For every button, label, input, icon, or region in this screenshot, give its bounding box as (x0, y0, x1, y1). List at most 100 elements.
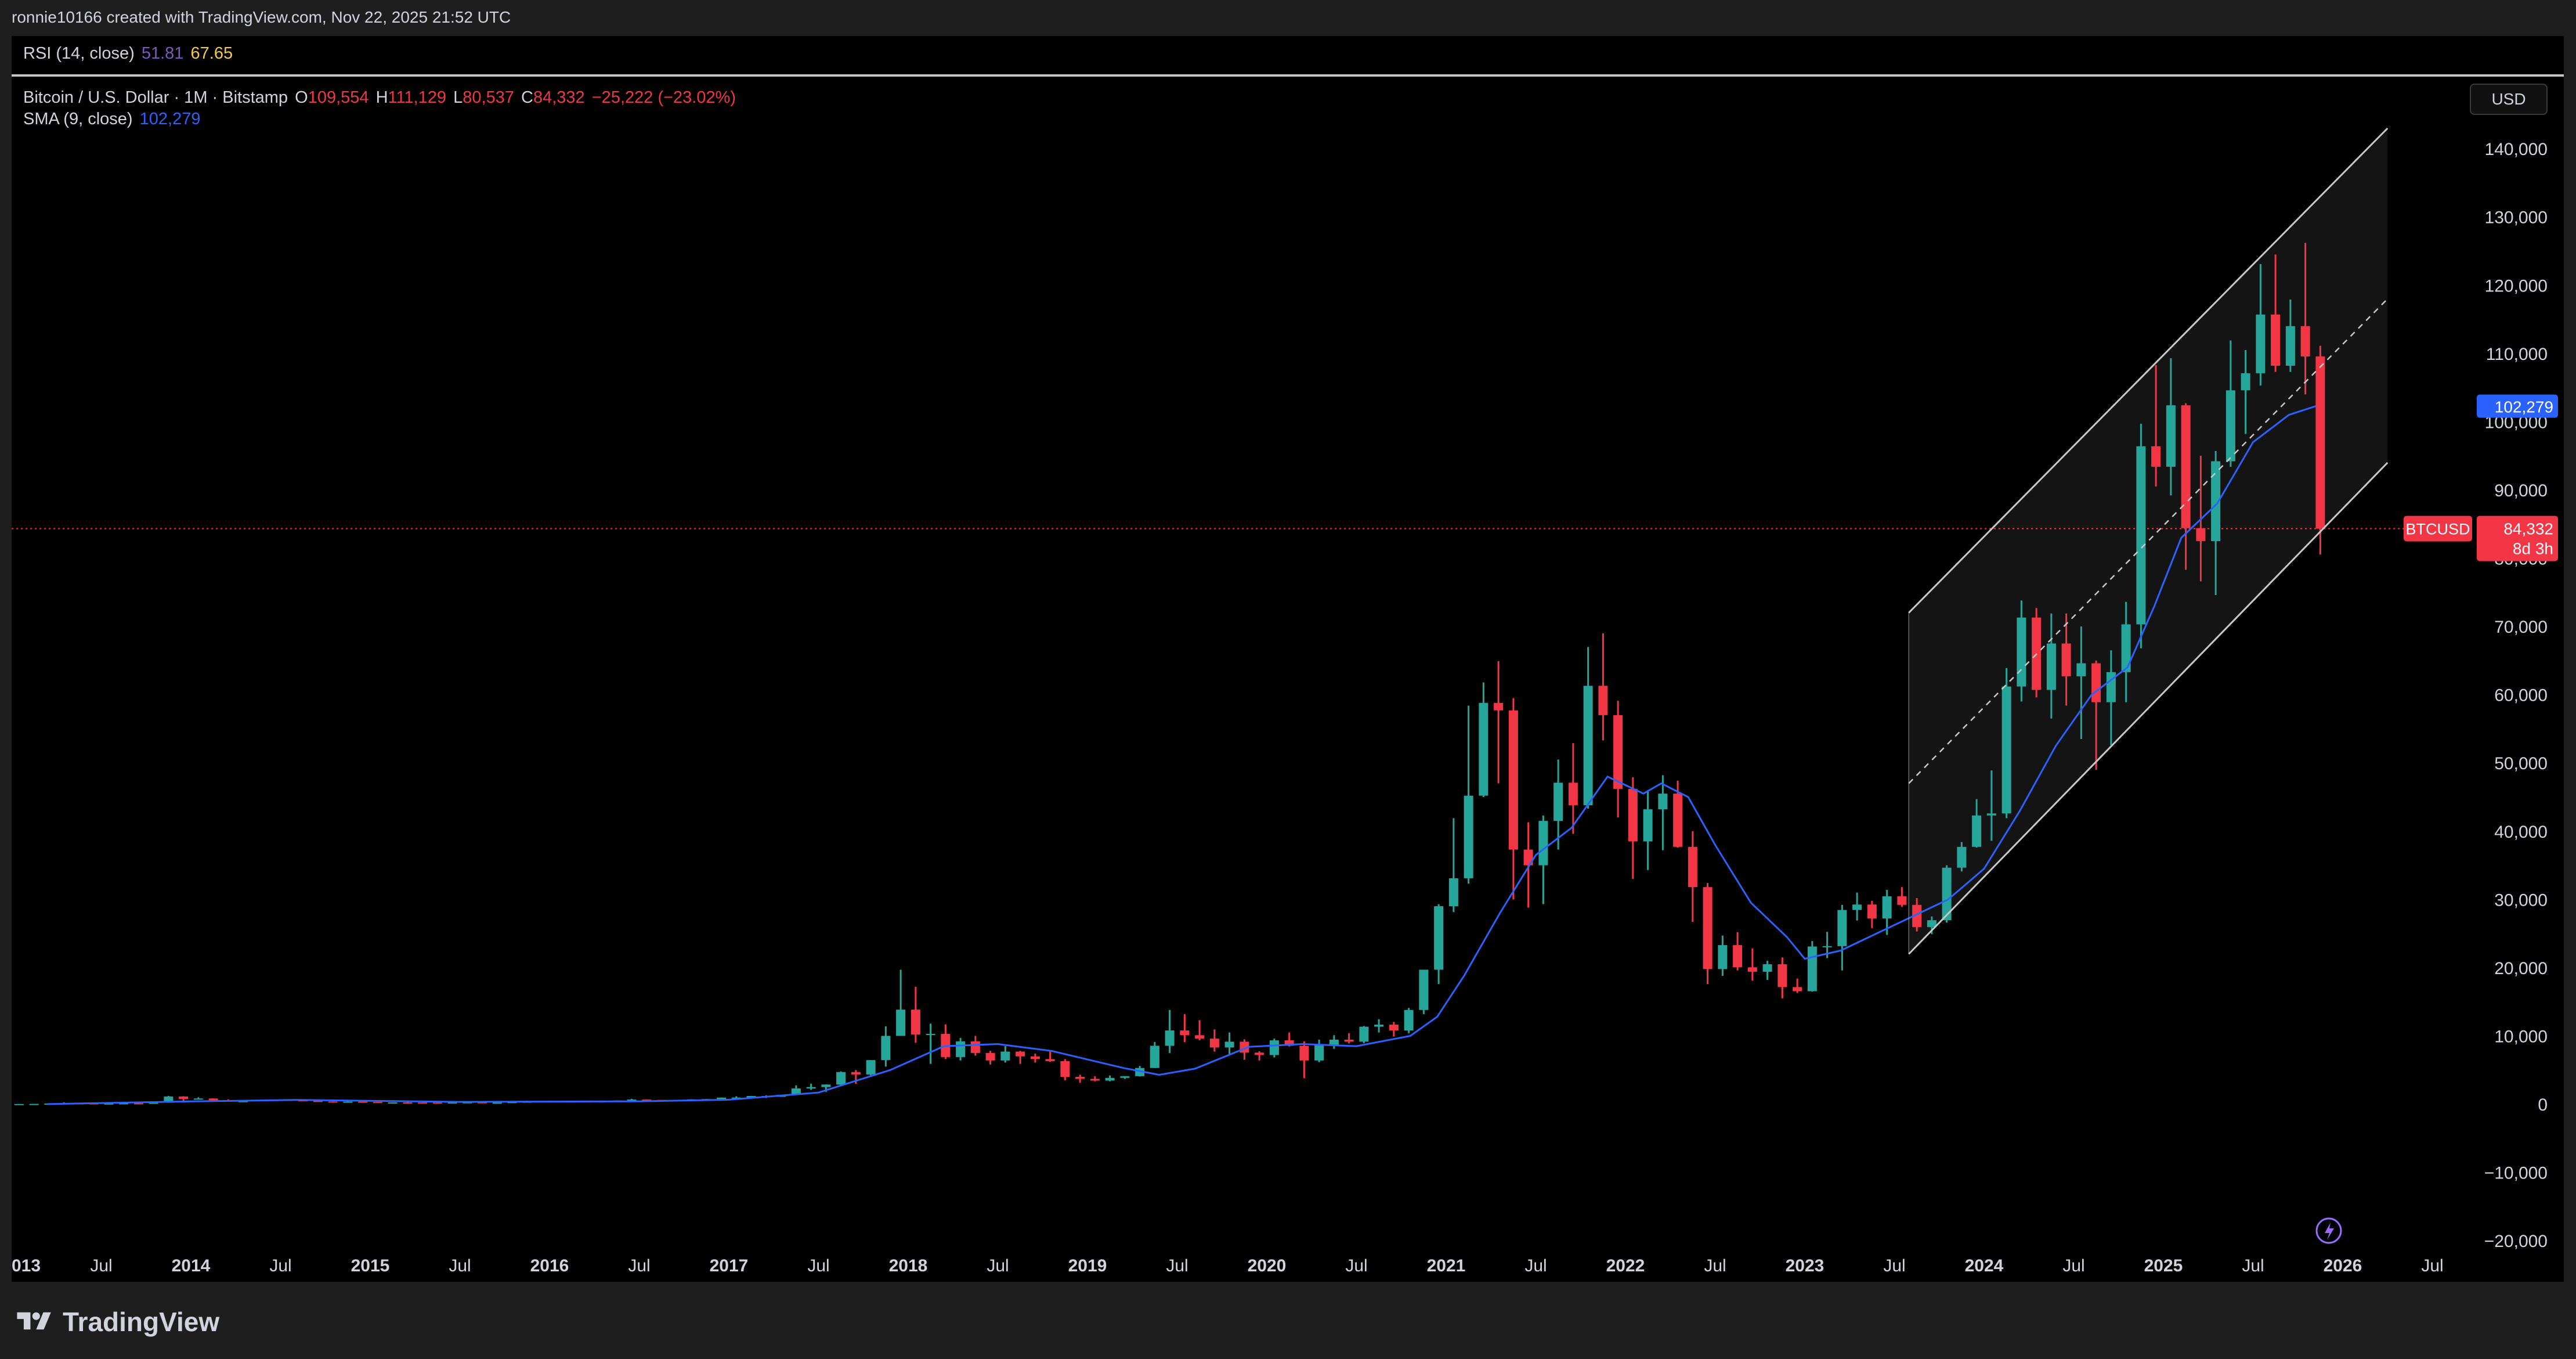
y-tick-label: 40,000 (2494, 823, 2548, 842)
x-tick-label: Jul (2062, 1256, 2084, 1275)
x-tick-label: 2018 (889, 1256, 928, 1275)
candle-body (1060, 1061, 1070, 1077)
x-tick-label: Jul (90, 1256, 112, 1275)
candle-body (2061, 643, 2071, 676)
x-tick-label: Jul (1345, 1256, 1367, 1275)
x-tick-label: Jul (2242, 1256, 2264, 1275)
lightning-bolt-icon (2325, 1223, 2334, 1240)
candle-body (1389, 1025, 1399, 1031)
candle-body (1269, 1040, 1279, 1055)
x-tick-label: 2020 (1248, 1256, 1287, 1275)
candle-body (1613, 715, 1623, 789)
x-tick-label: Jul (807, 1256, 829, 1275)
y-tick-label: 140,000 (2485, 140, 2548, 159)
candle-body (1479, 702, 1488, 796)
footer: TradingView (0, 1282, 2576, 1359)
candle-body (164, 1096, 174, 1103)
candle-body (1882, 896, 1892, 919)
sma-price-tag (2477, 394, 2558, 418)
candle-body (208, 1098, 218, 1101)
rsi-value-2: 67.65 (190, 44, 233, 63)
candle-body (1807, 946, 1817, 992)
candle-body (1090, 1079, 1100, 1081)
candle-body (1793, 987, 1802, 992)
channel-lower-line (1908, 462, 2389, 955)
candle-body (432, 1102, 442, 1104)
candle-body (731, 1097, 741, 1099)
x-tick-label: Jul (269, 1256, 291, 1275)
candle-body (343, 1101, 353, 1103)
x-tick-label: Jul (1704, 1256, 1726, 1275)
candle-body (866, 1060, 876, 1075)
symbol-title: Bitcoin / U.S. Dollar · 1M · Bitstamp (23, 88, 288, 107)
open-label: O (295, 88, 308, 107)
x-tick-label: 2022 (1606, 1256, 1645, 1275)
candle-body (133, 1103, 143, 1105)
x-tick-label: Jul (1524, 1256, 1547, 1275)
sma-price-tag-text: 102,279 (2495, 398, 2553, 416)
candle-body (1897, 896, 1907, 905)
candle-body (791, 1088, 801, 1095)
candle-body (1927, 920, 1936, 927)
candle-body (2166, 405, 2176, 467)
attribution-text: ronnie10166 created with TradingView.com… (12, 8, 511, 26)
x-tick-label: 013 (12, 1256, 41, 1275)
candle-body (1688, 846, 1697, 888)
y-tick-label: 10,000 (2494, 1027, 2548, 1046)
y-tick-label: 130,000 (2485, 208, 2548, 228)
x-tick-label: 2019 (1068, 1256, 1107, 1275)
y-tick-label: 110,000 (2486, 345, 2548, 364)
y-tick-label: −20,000 (2484, 1232, 2548, 1251)
candle-body (642, 1100, 652, 1101)
candle-body (851, 1072, 861, 1075)
rsi-pane[interactable]: RSI (14, close) 51.81 67.65 (12, 36, 2564, 77)
high-label: H (375, 88, 388, 107)
candle-body (119, 1103, 129, 1105)
candle-body (1180, 1030, 1190, 1036)
rsi-label: RSI (14, close) (23, 44, 135, 63)
sma-legend-row: SMA (9, close) 102,279 (23, 109, 736, 130)
candle-body (1568, 783, 1578, 806)
candle-body (1733, 945, 1743, 968)
main-chart-pane[interactable]: 140,000 130,000 120,000 110,000 100,000 90,00… (12, 77, 2564, 1282)
close-value: 84,332 (533, 88, 585, 107)
symbol-tag (2404, 516, 2472, 542)
candle-body (239, 1101, 248, 1102)
x-tick-label: 2024 (1965, 1256, 2004, 1275)
candle-body (2241, 373, 2250, 391)
x-tick-label: Jul (449, 1256, 471, 1275)
candle-body (2315, 356, 2325, 529)
channel-upper-line (1908, 127, 2389, 614)
candle-body (2046, 643, 2056, 690)
lightning-icon (2315, 1217, 2342, 1244)
price-chart[interactable]: 140,000130,000120,000110,000100,00090,00… (12, 77, 2564, 1282)
channel-mid-line (1908, 298, 2389, 784)
candle-body (358, 1101, 368, 1103)
y-tick-label: 120,000 (2485, 276, 2548, 295)
candle-body (956, 1041, 966, 1057)
candle-body (1195, 1035, 1205, 1039)
candle-body (1344, 1039, 1354, 1042)
candle-body (2256, 314, 2266, 373)
candle-body (717, 1097, 727, 1100)
candle-body (1628, 788, 1638, 842)
candle-body (1972, 815, 1982, 847)
x-tick-label: 2025 (2144, 1256, 2183, 1275)
candle-body (746, 1096, 756, 1098)
x-tick-label: 2016 (530, 1256, 569, 1275)
tradingview-logo-icon (17, 1312, 51, 1330)
candle-body (2091, 663, 2101, 702)
currency-button[interactable]: USD (2470, 84, 2548, 115)
candle-body (179, 1096, 189, 1100)
candle-body (1762, 964, 1772, 972)
tradingview-logo[interactable]: TradingView (14, 1306, 219, 1338)
candle-body (193, 1098, 203, 1100)
rsi-legend: RSI (14, close) 51.81 67.65 (23, 44, 233, 63)
candle-body (492, 1102, 502, 1104)
candle-body (1120, 1076, 1130, 1078)
candle-body (1329, 1039, 1339, 1046)
candle-body (926, 1033, 935, 1035)
candle-body (896, 1010, 906, 1036)
y-tick-label: 50,000 (2494, 754, 2548, 773)
candle-body (1867, 904, 1877, 919)
